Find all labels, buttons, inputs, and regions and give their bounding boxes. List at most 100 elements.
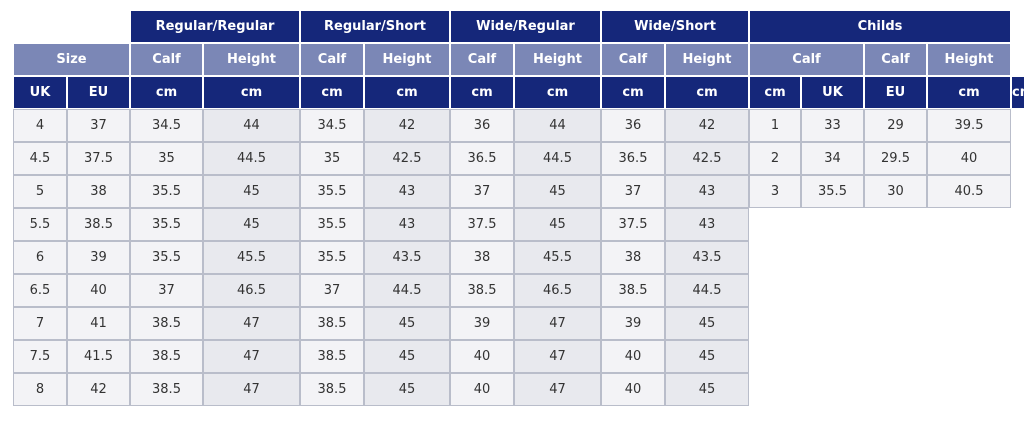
data-cell: 4.5 [13,142,67,175]
data-cell: 36 [450,109,514,142]
data-cell: 38.5 [67,208,130,241]
data-cell: 37 [67,109,130,142]
data-cell: 47 [514,340,601,373]
data-cell: 40 [450,373,514,406]
data-cell: 35 [300,142,364,175]
child-cell: 29.5 [864,142,927,175]
child-cell: 40 [927,142,1011,175]
unit-header: cm [601,76,665,109]
data-cell: 43.5 [364,241,450,274]
unit-header: UK [13,76,67,109]
group-header: Regular/Regular [130,10,300,43]
data-cell: 45.5 [514,241,601,274]
data-cell: 45 [364,373,450,406]
sub-header: Calf [864,43,927,76]
unit-header: cm [300,76,364,109]
data-cell: 37 [130,274,203,307]
unit-header: cm [1011,76,1024,109]
child-cell: 34 [801,142,864,175]
data-cell: 37.5 [450,208,514,241]
data-cell: 45 [203,175,300,208]
data-cell: 45 [364,307,450,340]
data-cell: 5.5 [13,208,67,241]
data-cell: 38.5 [300,340,364,373]
sub-header: Calf [749,43,864,76]
data-cell: 45 [203,208,300,241]
data-cell: 34.5 [130,109,203,142]
group-header: Wide/Regular [450,10,601,43]
data-cell: 43 [364,175,450,208]
sub-header: Height [927,43,1011,76]
unit-header: cm [927,76,1011,109]
data-cell: 44.5 [364,274,450,307]
data-cell: 38.5 [130,373,203,406]
child-cell: 33 [801,109,864,142]
sub-header: Calf [601,43,665,76]
unit-header: UK [801,76,864,109]
data-cell: 43.5 [665,241,749,274]
data-cell: 35 [130,142,203,175]
data-cell: 45 [364,340,450,373]
data-cell: 39 [67,241,130,274]
data-cell: 42 [364,109,450,142]
data-cell: 42.5 [364,142,450,175]
child-cell: 39.5 [927,109,1011,142]
data-cell: 7.5 [13,340,67,373]
data-cell: 46.5 [203,274,300,307]
data-cell: 38 [601,241,665,274]
group-header: Childs [749,10,1011,43]
sub-header: Calf [300,43,364,76]
sub-header: Calf [130,43,203,76]
unit-header: cm [514,76,601,109]
data-cell: 44 [514,109,601,142]
data-cell: 36 [601,109,665,142]
data-cell: 45 [665,307,749,340]
data-cell: 40 [601,340,665,373]
child-cell: 3 [749,175,801,208]
data-cell: 47 [514,373,601,406]
data-cell: 43 [364,208,450,241]
data-cell: 39 [601,307,665,340]
data-cell: 35.5 [130,175,203,208]
data-cell: 38.5 [300,373,364,406]
data-cell: 41.5 [67,340,130,373]
child-cell: 40.5 [927,175,1011,208]
data-cell: 43 [665,175,749,208]
data-cell: 40 [67,274,130,307]
data-cell: 6.5 [13,274,67,307]
data-cell: 37 [450,175,514,208]
data-cell: 41 [67,307,130,340]
data-cell: 42 [665,109,749,142]
data-cell: 35.5 [130,208,203,241]
data-cell: 44.5 [514,142,601,175]
child-cell: 30 [864,175,927,208]
data-cell: 34.5 [300,109,364,142]
sub-header: Calf [450,43,514,76]
sub-header: Height [203,43,300,76]
data-cell: 45.5 [203,241,300,274]
data-cell: 35.5 [300,208,364,241]
data-cell: 36.5 [450,142,514,175]
unit-header: cm [364,76,450,109]
data-cell: 36.5 [601,142,665,175]
data-cell: 47 [203,307,300,340]
data-cell: 37 [300,274,364,307]
data-cell: 42 [67,373,130,406]
unit-header: cm [450,76,514,109]
data-cell: 38.5 [130,340,203,373]
unit-header: cm [130,76,203,109]
unit-header: EU [67,76,130,109]
data-cell: 6 [13,241,67,274]
sub-header: Height [514,43,601,76]
data-cell: 5 [13,175,67,208]
data-cell: 47 [203,373,300,406]
child-cell: 35.5 [801,175,864,208]
group-header: Wide/Short [601,10,749,43]
data-cell: 39 [450,307,514,340]
data-cell: 38.5 [300,307,364,340]
unit-header: cm [749,76,801,109]
unit-header: cm [665,76,749,109]
data-cell: 45 [665,373,749,406]
data-cell: 47 [203,340,300,373]
